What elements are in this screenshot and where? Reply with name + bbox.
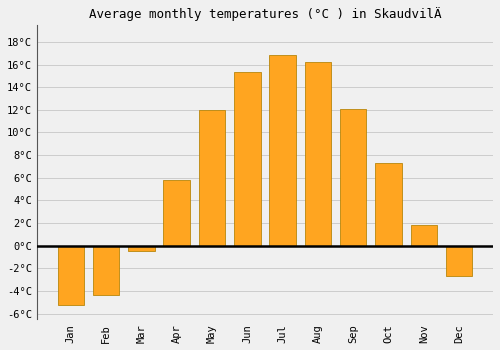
Bar bbox=[93, 246, 120, 294]
Bar bbox=[128, 246, 154, 251]
Bar bbox=[410, 225, 437, 246]
Bar bbox=[340, 109, 366, 246]
Bar bbox=[164, 180, 190, 246]
Title: Average monthly temperatures (°C ) in SkaudvilÄ: Average monthly temperatures (°C ) in Sk… bbox=[88, 7, 441, 21]
Bar bbox=[375, 163, 402, 246]
Bar bbox=[58, 246, 84, 305]
Bar bbox=[198, 110, 225, 246]
Bar bbox=[270, 55, 296, 246]
Bar bbox=[446, 246, 472, 276]
Bar bbox=[234, 72, 260, 246]
Bar bbox=[304, 62, 331, 246]
